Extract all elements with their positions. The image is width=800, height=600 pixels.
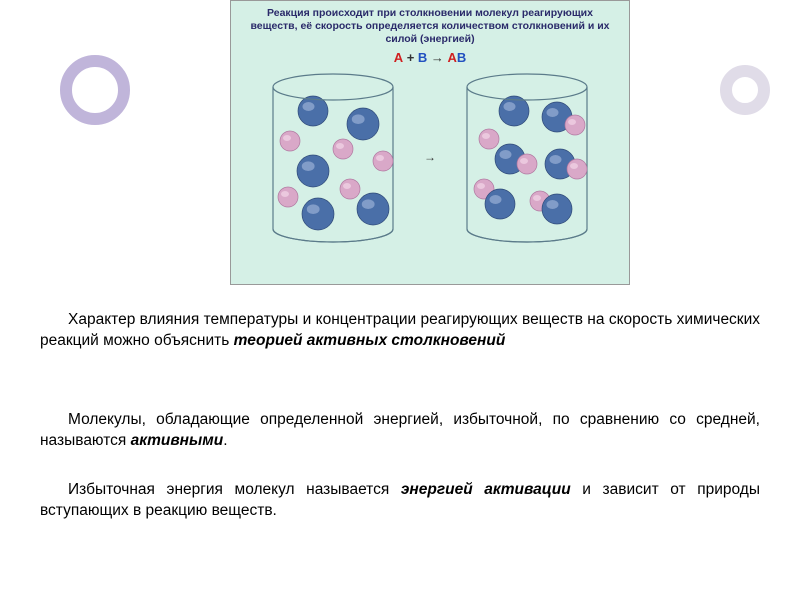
equation-arrow: → — [427, 50, 447, 65]
beaker-left — [258, 69, 408, 244]
p3-em: энергией активации — [401, 481, 571, 498]
decorative-circle-right — [720, 65, 770, 115]
reaction-equation: А + В → АВ — [231, 50, 629, 65]
p2-em: активными — [131, 432, 224, 449]
decorative-circle-left — [60, 55, 130, 125]
diagram-header-text: Реакция происходит при столкновении моле… — [231, 1, 629, 48]
p2-post: . — [223, 432, 227, 449]
paragraph-3: Избыточная энергия молекул называется эн… — [40, 480, 760, 522]
p1-em: теорией активных столкновений — [234, 332, 506, 349]
equation-A: А — [394, 50, 403, 65]
p3-pre: Избыточная энергия молекул называется — [68, 481, 401, 498]
equation-plus: + — [403, 50, 418, 65]
beakers-arrow: → — [424, 150, 436, 164]
equation-AB-A: А — [448, 50, 457, 65]
collision-diagram: Реакция происходит при столкновении моле… — [230, 0, 630, 285]
equation-B: В — [418, 50, 427, 65]
beaker-right — [452, 69, 602, 244]
paragraph-2: Молекулы, обладающие определенной энерги… — [40, 410, 760, 452]
equation-AB-B: В — [457, 50, 466, 65]
paragraph-1: Характер влияния температуры и концентра… — [40, 310, 760, 352]
beakers-row: → — [231, 69, 629, 244]
